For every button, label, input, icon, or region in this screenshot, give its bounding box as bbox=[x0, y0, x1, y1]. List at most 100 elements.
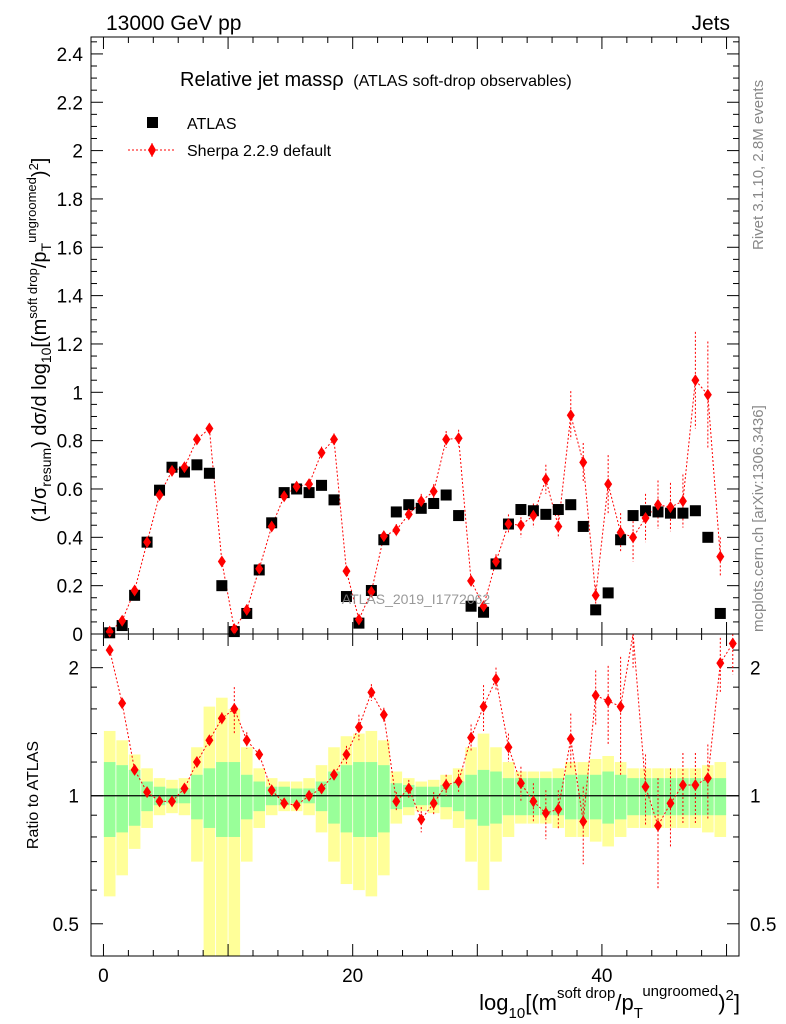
sherpa-point bbox=[616, 526, 625, 539]
sherpa-point bbox=[267, 520, 276, 533]
main-panel: 0 0.2 0.4 0.6 0.8 1 1.2 1.4 1.6 1.8 2 2.2 2.4 Relati… bbox=[24, 36, 740, 646]
main-plot-area: 0 0.2 0.4 0.6 0.8 1 1.2 1.4 1.6 1.8 2 2.2 2.4 bbox=[57, 37, 739, 646]
chart-title-main: Relative jet mass bbox=[180, 69, 332, 91]
ratio-point bbox=[641, 780, 650, 793]
x-axis-label: log10[(msoft drop/pTungroomed)2] bbox=[479, 983, 740, 1022]
sherpa-point bbox=[242, 603, 251, 616]
x-tick-label: 0 bbox=[98, 966, 109, 987]
ratio-point bbox=[155, 795, 164, 808]
ratio-band-inner bbox=[677, 778, 689, 816]
ratio-band-outer bbox=[203, 706, 216, 956]
atlas-point bbox=[552, 504, 564, 516]
atlas-point bbox=[191, 459, 203, 471]
ratio-y-tick-label: 2 bbox=[68, 659, 79, 680]
header-right: Jets bbox=[691, 12, 730, 35]
ratio-band-inner bbox=[540, 778, 552, 816]
atlas-point bbox=[565, 499, 577, 511]
main-y-tick-label: 1.2 bbox=[57, 335, 83, 356]
ratio-band-inner bbox=[191, 774, 203, 820]
ratio-point bbox=[566, 732, 575, 745]
sherpa-point bbox=[143, 536, 152, 549]
atlas-point bbox=[328, 494, 340, 506]
chart-title: Relative jet massρ (ATLAS soft-drop obse… bbox=[180, 69, 572, 91]
ratio-band-inner bbox=[240, 774, 253, 820]
ratio-band-inner bbox=[714, 778, 727, 816]
atlas-point bbox=[652, 506, 664, 518]
atlas-point bbox=[689, 505, 701, 517]
ratio-band-inner bbox=[365, 762, 378, 837]
ratio-band-inner bbox=[652, 778, 664, 816]
ratio-point bbox=[255, 748, 264, 761]
ratio-band-inner bbox=[477, 769, 490, 826]
atlas-point bbox=[640, 505, 652, 517]
atlas-point bbox=[316, 479, 328, 491]
sherpa-point bbox=[168, 464, 176, 477]
atlas-point bbox=[478, 606, 490, 618]
main-y-tick-label: 0 bbox=[72, 625, 83, 646]
ratio-point bbox=[168, 795, 176, 808]
ratio-band-inner bbox=[552, 778, 565, 816]
legend-marker-atlas bbox=[147, 117, 158, 128]
ratio-y-tick-label: 0.5 bbox=[53, 915, 79, 936]
ratio-point bbox=[192, 756, 201, 769]
atlas-point bbox=[465, 600, 477, 612]
ratio-point bbox=[442, 778, 451, 791]
legend-label-atlas: ATLAS bbox=[187, 116, 237, 133]
sherpa-point bbox=[678, 495, 687, 508]
ratio-band-inner bbox=[103, 762, 116, 837]
sherpa-point bbox=[691, 374, 700, 387]
sherpa-point bbox=[504, 518, 513, 531]
ratio-point bbox=[654, 819, 662, 832]
sherpa-point bbox=[492, 555, 500, 568]
ratio-band-inner bbox=[639, 778, 652, 816]
ratio-point bbox=[367, 686, 376, 699]
ratio-point bbox=[616, 700, 625, 713]
main-y-tick-label: 0.6 bbox=[57, 480, 83, 501]
atlas-point bbox=[203, 467, 215, 479]
main-y-tick-label: 0.2 bbox=[57, 577, 83, 598]
ratio-frame bbox=[90, 633, 740, 957]
atlas-point bbox=[216, 580, 228, 592]
sherpa-point bbox=[230, 623, 239, 636]
sherpa-point bbox=[529, 509, 538, 522]
main-y-tick-label: 2.2 bbox=[57, 93, 83, 114]
sherpa-point bbox=[554, 520, 563, 533]
ratio-y-tick-label-right: 2 bbox=[750, 659, 761, 680]
ratio-band-inner bbox=[116, 765, 128, 833]
atlas-point bbox=[540, 508, 552, 520]
legend: ATLAS Sherpa 2.2.9 default bbox=[128, 116, 332, 160]
ratio-point bbox=[305, 789, 314, 802]
ratio-point bbox=[678, 778, 687, 791]
atlas-point bbox=[590, 604, 602, 616]
sherpa-point bbox=[629, 531, 638, 544]
ratio-band-inner bbox=[602, 771, 614, 824]
ratio-band-inner bbox=[490, 771, 502, 824]
sherpa-point bbox=[130, 584, 139, 597]
atlas-point bbox=[714, 607, 726, 619]
ratio-point bbox=[118, 697, 127, 710]
ratio-point bbox=[242, 734, 251, 747]
sherpa-point bbox=[354, 613, 363, 626]
atlas-point bbox=[702, 531, 714, 543]
ratio-band-inner bbox=[378, 765, 390, 833]
sherpa-point bbox=[367, 585, 376, 598]
atlas-point bbox=[403, 499, 415, 511]
main-y-tick-label: 0.4 bbox=[57, 528, 84, 549]
ratio-point bbox=[541, 807, 550, 820]
ratio-point bbox=[217, 712, 226, 725]
sherpa-point bbox=[541, 473, 550, 486]
header-left: 13000 GeV pp bbox=[106, 12, 241, 35]
atlas-point bbox=[577, 520, 589, 532]
sherpa-point bbox=[342, 565, 351, 578]
ratio-band-inner bbox=[353, 762, 365, 837]
sherpa-point bbox=[280, 490, 289, 503]
sherpa-point bbox=[666, 501, 675, 514]
sherpa-point bbox=[317, 446, 326, 459]
ratio-band-inner bbox=[203, 768, 216, 828]
ratio-y-tick-label-right: 1 bbox=[750, 787, 761, 808]
ratio-point bbox=[492, 673, 500, 686]
ratio-point bbox=[479, 700, 488, 713]
ratio-band-inner bbox=[689, 778, 702, 816]
ratio-point bbox=[554, 803, 563, 816]
ratio-band-inner bbox=[128, 769, 141, 826]
